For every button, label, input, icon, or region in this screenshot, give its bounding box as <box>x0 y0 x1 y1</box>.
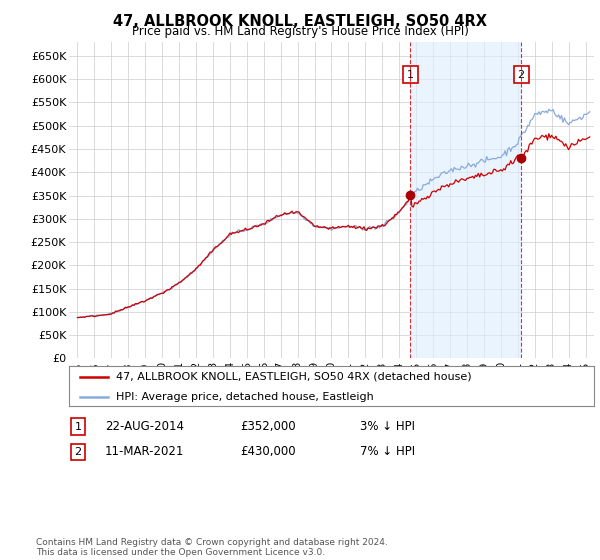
Text: Contains HM Land Registry data © Crown copyright and database right 2024.
This d: Contains HM Land Registry data © Crown c… <box>36 538 388 557</box>
Text: 2: 2 <box>74 447 82 457</box>
Bar <box>410 42 521 358</box>
Text: 1: 1 <box>407 69 414 80</box>
Text: £430,000: £430,000 <box>240 445 296 459</box>
Text: 22-AUG-2014: 22-AUG-2014 <box>105 420 184 433</box>
Text: 11-MAR-2021: 11-MAR-2021 <box>105 445 184 459</box>
Text: Price paid vs. HM Land Registry's House Price Index (HPI): Price paid vs. HM Land Registry's House … <box>131 25 469 38</box>
Text: 3% ↓ HPI: 3% ↓ HPI <box>360 420 415 433</box>
Text: £352,000: £352,000 <box>240 420 296 433</box>
Text: 47, ALLBROOK KNOLL, EASTLEIGH, SO50 4RX (detached house): 47, ALLBROOK KNOLL, EASTLEIGH, SO50 4RX … <box>116 372 472 382</box>
Text: 47, ALLBROOK KNOLL, EASTLEIGH, SO50 4RX: 47, ALLBROOK KNOLL, EASTLEIGH, SO50 4RX <box>113 14 487 29</box>
Text: 2: 2 <box>518 69 525 80</box>
Text: 7% ↓ HPI: 7% ↓ HPI <box>360 445 415 459</box>
Text: 1: 1 <box>74 422 82 432</box>
Text: HPI: Average price, detached house, Eastleigh: HPI: Average price, detached house, East… <box>116 392 374 402</box>
